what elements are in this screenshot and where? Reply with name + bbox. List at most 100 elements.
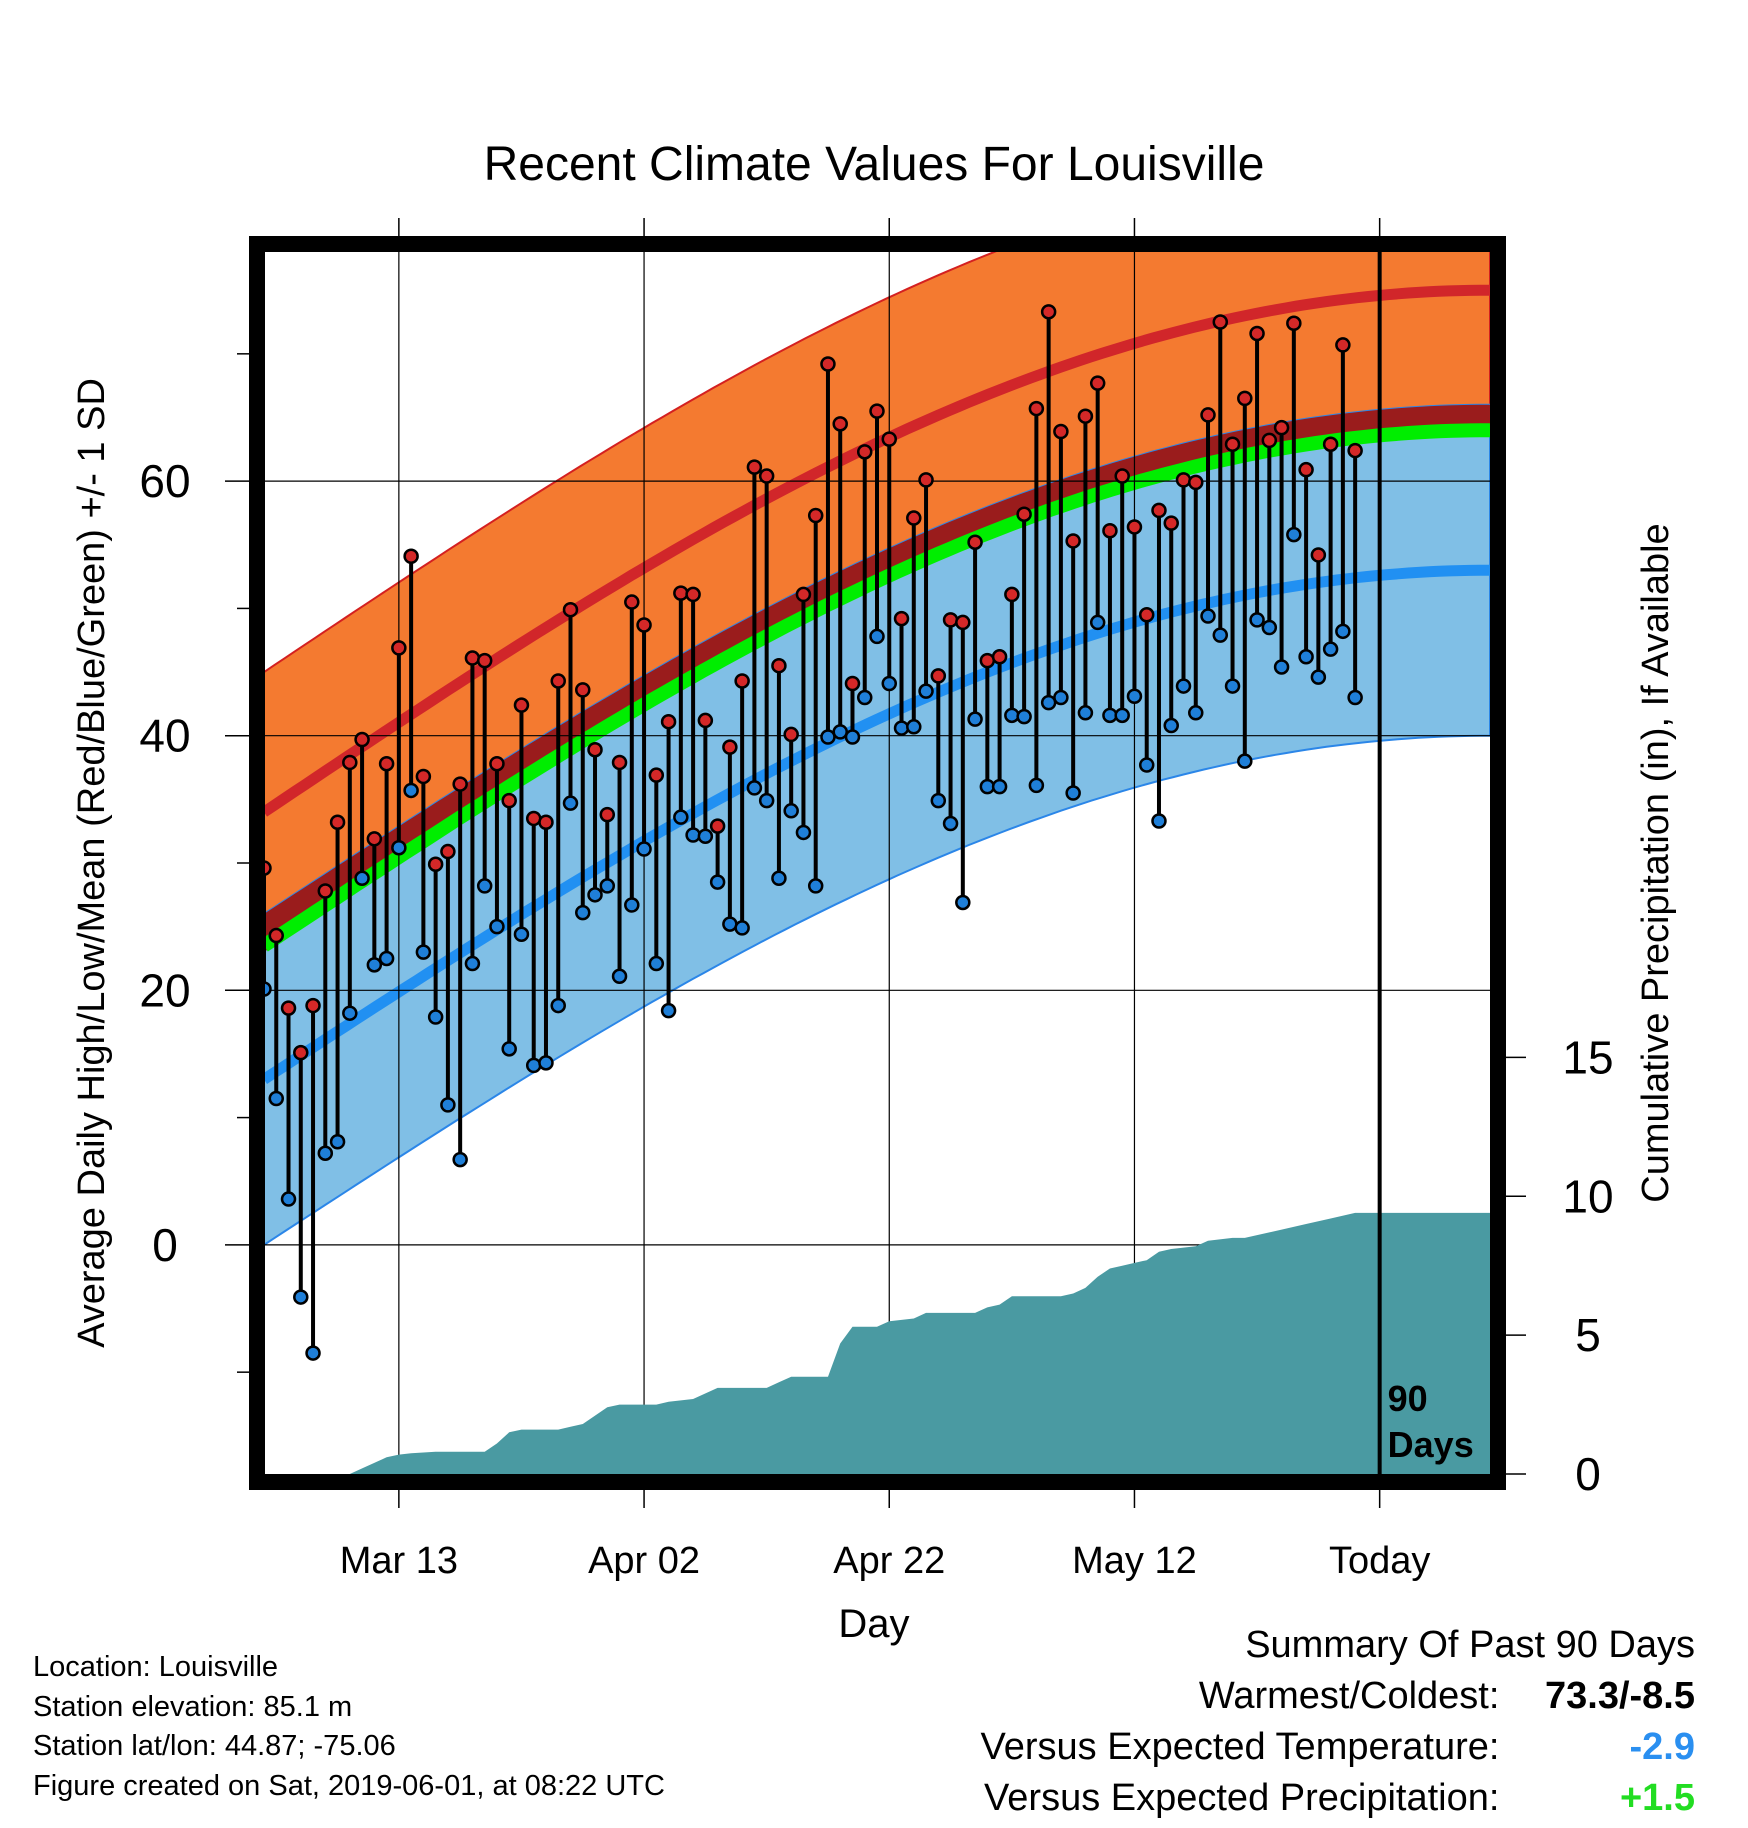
daily-low-point	[771, 870, 787, 887]
y-axis-left-label: Average Daily High/Low/Mean (Red/Blue/Gr…	[71, 378, 113, 1348]
daily-low-point	[746, 780, 763, 796]
daily-low-point	[783, 803, 799, 819]
daily-high-point	[1102, 523, 1118, 539]
daily-low-point	[869, 628, 885, 645]
daily-low-point	[1224, 678, 1241, 694]
daily-low-point	[1151, 813, 1167, 829]
x-tick-label: Mar 13	[340, 1540, 458, 1582]
plot-content: 90 Days	[265, 252, 1490, 1474]
daily-low-point	[624, 897, 640, 913]
daily-high-point	[1273, 419, 1290, 436]
daily-low-point	[427, 1009, 444, 1025]
daily-high-point	[391, 640, 407, 656]
daily-low-point	[955, 894, 971, 911]
daily-low-point	[1310, 669, 1327, 685]
daily-high-point	[562, 601, 579, 618]
daily-low-point	[1200, 608, 1216, 624]
daily-high-point	[1322, 436, 1339, 452]
daily-high-point	[550, 673, 566, 689]
daily-low-point	[1028, 777, 1045, 794]
daily-high-point	[489, 755, 505, 772]
daily-low-point	[293, 1289, 309, 1305]
temp-label: Versus Expected Temperature:	[980, 1726, 1500, 1768]
daily-high-point	[906, 510, 922, 526]
summary-panel: Summary Of Past 90 Days Warmest/Coldest:…	[981, 1620, 1695, 1824]
daily-high-point	[820, 356, 836, 372]
daily-high-point	[1126, 519, 1143, 535]
y-right-tick-label: 5	[1575, 1309, 1601, 1361]
daily-high-point	[807, 507, 824, 524]
daily-low-point	[1188, 705, 1204, 721]
daily-high-point	[354, 731, 370, 748]
daily-low-point	[329, 1134, 346, 1150]
daily-high-point	[415, 768, 432, 785]
daily-low-point	[354, 870, 370, 887]
x-tick-label: Apr 02	[588, 1540, 700, 1582]
daily-high-point	[1261, 432, 1278, 449]
daily-high-point	[342, 754, 358, 771]
daily-high-point	[685, 586, 701, 603]
daily-low-point	[464, 955, 481, 972]
daily-low-point	[501, 1041, 517, 1057]
daily-low-point	[673, 809, 689, 825]
daily-low-point	[648, 955, 665, 972]
today-days-label: 90	[1388, 1378, 1428, 1419]
daily-high-point	[636, 617, 652, 633]
daily-low-point	[1273, 659, 1290, 675]
daily-high-point	[1089, 375, 1106, 391]
daily-high-point	[378, 755, 395, 772]
daily-low-point	[440, 1097, 456, 1113]
x-axis-label: Day	[838, 1602, 909, 1646]
daily-high-point	[1310, 547, 1327, 563]
daily-low-point	[476, 878, 493, 894]
daily-high-point	[599, 806, 616, 823]
daily-high-point	[624, 594, 640, 610]
daily-high-point	[1138, 607, 1155, 623]
y-right-tick-label: 0	[1575, 1448, 1601, 1500]
y-axis-right-label: Cumulative Precipitation (in), If Availa…	[1635, 523, 1677, 1202]
daily-high-point	[1028, 400, 1045, 417]
daily-high-point	[844, 675, 861, 692]
daily-low-point	[1249, 612, 1265, 628]
daily-high-point	[771, 657, 787, 674]
daily-high-point	[1077, 408, 1094, 424]
daily-high-point	[452, 776, 468, 792]
daily-high-point	[1004, 586, 1020, 603]
daily-low-point	[930, 792, 947, 809]
daily-low-point	[1298, 649, 1314, 665]
y-left-tick-label: 20	[139, 964, 190, 1016]
daily-low-point	[538, 1055, 554, 1071]
daily-low-point	[513, 926, 530, 943]
elevation-text: Station elevation: 85.1 m	[33, 1690, 353, 1723]
daily-high-point	[1347, 442, 1363, 459]
y-right-tick-label: 15	[1562, 1031, 1613, 1083]
daily-low-point	[265, 981, 272, 997]
daily-high-point	[1151, 502, 1167, 519]
daily-low-point	[1053, 689, 1069, 706]
x-tick-label: Apr 22	[833, 1540, 945, 1582]
daily-high-point	[575, 682, 591, 698]
location-text: Location: Louisville	[33, 1651, 279, 1683]
warmest-label: Warmest/Coldest:	[1198, 1675, 1500, 1717]
daily-low-point	[636, 841, 652, 857]
daily-high-point	[1200, 407, 1216, 423]
daily-low-point	[366, 957, 383, 973]
daily-low-point	[942, 815, 959, 832]
chart-title: Recent Climate Values For Louisville	[484, 138, 1265, 191]
daily-low-point	[1322, 641, 1339, 657]
daily-high-point	[1175, 472, 1192, 488]
daily-low-point	[967, 711, 983, 727]
daily-high-point	[660, 713, 677, 730]
daily-high-point	[513, 697, 530, 713]
today-days-label: Days	[1388, 1424, 1474, 1465]
daily-low-point	[587, 887, 603, 903]
daily-low-point	[489, 918, 505, 935]
daily-low-point	[1004, 707, 1020, 724]
daily-low-point	[1212, 627, 1229, 643]
daily-low-point	[1089, 614, 1106, 631]
daily-low-point	[1163, 717, 1179, 734]
daily-low-point	[1261, 619, 1278, 636]
y-left-tick-label: 0	[152, 1219, 178, 1271]
daily-high-point	[918, 472, 934, 488]
